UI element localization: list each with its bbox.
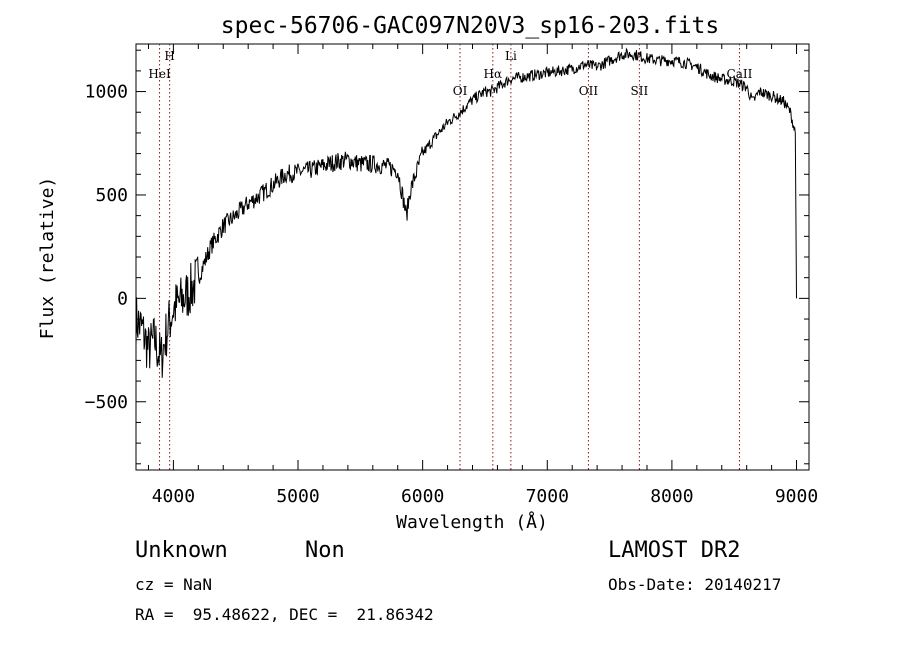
chart-title: spec-56706-GAC097N20V3_sp16-203.fits xyxy=(221,13,720,39)
line-marker-label: H xyxy=(164,49,174,63)
axis-tick-labels: 4000 5000 6000 7000 8000 9000 −500 0 500 1000 xyxy=(85,82,819,507)
survey-name: LAMOST DR2 xyxy=(608,538,741,563)
object-class: Unknown xyxy=(135,538,228,563)
y-tick-label: 1000 xyxy=(85,82,128,103)
cz-value: cz = NaN xyxy=(135,575,213,594)
coordinates: RA = 95.48622, DEC = 21.86342 xyxy=(135,605,434,624)
x-tick-label: 8000 xyxy=(650,486,693,507)
plot-frame xyxy=(135,43,810,471)
x-tick-label: 7000 xyxy=(526,486,569,507)
y-axis-label: Flux (relative) xyxy=(37,177,58,340)
x-tick-label: 9000 xyxy=(775,486,818,507)
x-tick-label: 5000 xyxy=(276,486,319,507)
obs-date: Obs-Date: 20140217 xyxy=(608,575,782,594)
x-tick-label: 4000 xyxy=(152,486,195,507)
line-marker-label: Hα xyxy=(484,67,503,81)
line-marker-label: OII xyxy=(579,84,599,98)
line-marker-label: HeI xyxy=(148,67,171,81)
axis-ticks xyxy=(136,44,809,470)
line-marker-label: OI xyxy=(453,84,468,98)
y-tick-label: 500 xyxy=(95,185,128,206)
object-subclass: Non xyxy=(305,538,345,563)
x-axis-label: Wavelength (Å) xyxy=(396,511,548,533)
x-tick-label: 6000 xyxy=(401,486,444,507)
line-marker-label: CaII xyxy=(727,67,753,81)
y-tick-label: 0 xyxy=(117,288,128,309)
spectrum-line xyxy=(135,47,797,378)
line-marker-label: SII xyxy=(631,84,649,98)
y-tick-label: −500 xyxy=(85,392,128,413)
line-marker-label: Li xyxy=(505,49,517,63)
